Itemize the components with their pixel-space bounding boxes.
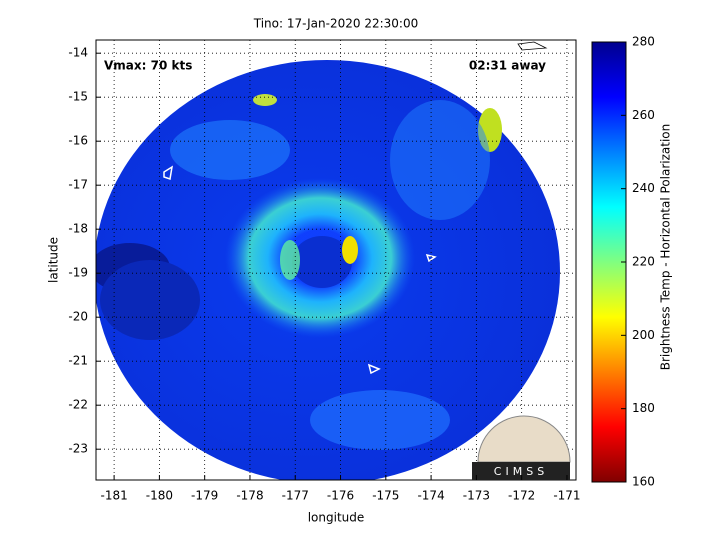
- y-tick-label: -14: [68, 46, 88, 60]
- colorbar-tick-label: 220: [632, 255, 655, 269]
- colorbar-tick-label: 160: [632, 475, 655, 489]
- x-tick-label: -180: [146, 489, 173, 503]
- x-tick-label: -174: [417, 489, 444, 503]
- colorbar: [591, 41, 627, 483]
- x-tick-label: -176: [327, 489, 354, 503]
- x-tick-label: -171: [553, 489, 580, 503]
- x-axis-label: longitude: [308, 511, 365, 525]
- colorbar-label: Brightness Temp - Horizontal Polarizatio…: [659, 124, 673, 371]
- x-tick-label: -172: [508, 489, 535, 503]
- colorbar-tick-label: 260: [632, 108, 655, 122]
- y-tick-label: -21: [68, 354, 88, 368]
- colorbar-tick-label: 280: [632, 35, 655, 49]
- axes-frame: [95, 39, 577, 481]
- y-axis-label: latitude: [47, 237, 61, 283]
- y-tick-label: -17: [68, 178, 88, 192]
- y-tick-label: -22: [68, 398, 88, 412]
- colorbar-tick-label: 180: [632, 401, 655, 415]
- y-tick-label: -18: [68, 222, 88, 236]
- annotation: 02:31 away: [469, 59, 546, 73]
- x-tick-label: -179: [191, 489, 218, 503]
- x-tick-label: -178: [236, 489, 263, 503]
- x-tick-label: -173: [463, 489, 490, 503]
- logo-text: CIMSS: [494, 465, 548, 478]
- y-tick-label: -19: [68, 266, 88, 280]
- y-tick-label: -20: [68, 310, 88, 324]
- x-tick-label: -181: [100, 489, 127, 503]
- satellite-image: [96, 41, 560, 480]
- title: Tino: 17-Jan-2020 22:30:00: [253, 17, 418, 31]
- x-tick-label: -177: [282, 489, 309, 503]
- logo: CIMSS: [472, 415, 571, 480]
- y-tick-label: -15: [68, 90, 88, 104]
- annotation: Vmax: 70 kts: [104, 59, 192, 73]
- colorbar-tick-label: 200: [632, 328, 655, 342]
- y-tick-label: -23: [68, 442, 88, 456]
- x-tick-label: -175: [372, 489, 399, 503]
- y-tick-label: -16: [68, 134, 88, 148]
- colorbar-tick-label: 240: [632, 181, 655, 195]
